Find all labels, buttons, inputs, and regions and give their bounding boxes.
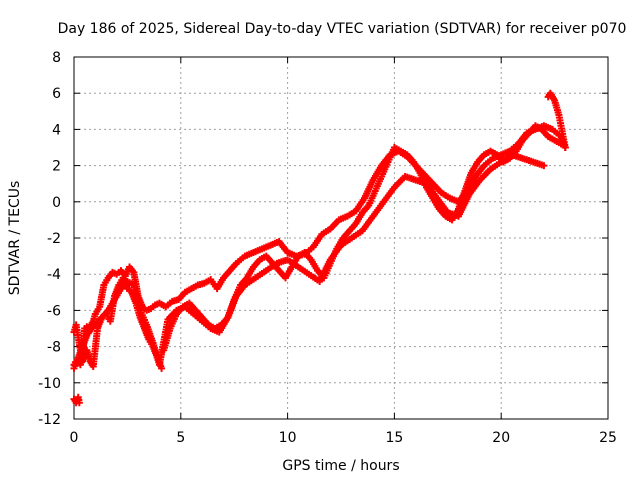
x-axis-label: GPS time / hours (282, 458, 399, 474)
data-point (75, 399, 83, 407)
x-tick-label: 20 (492, 430, 510, 446)
y-tick-label: -4 (47, 267, 61, 283)
data-point (540, 162, 548, 170)
data-point (158, 364, 166, 372)
y-tick-label: 6 (52, 86, 61, 102)
x-tick-label: 25 (599, 430, 617, 446)
chart-title: Day 186 of 2025, Sidereal Day-to-day VTE… (58, 21, 627, 37)
y-tick-label: -10 (38, 376, 61, 392)
x-tick-label: 0 (70, 430, 79, 446)
x-tick-label: 10 (279, 430, 297, 446)
x-tick-label: 15 (385, 430, 403, 446)
x-tick-label: 5 (176, 430, 185, 446)
y-tick-label: 8 (52, 50, 61, 66)
y-tick-label: 0 (52, 195, 61, 211)
y-tick-label: -2 (47, 231, 61, 247)
y-tick-label: -12 (38, 412, 61, 428)
y-axis-label: SDTVAR / TECUs (7, 181, 23, 296)
y-tick-label: 4 (52, 122, 61, 138)
axis-ticks: 0 5 10 15 20 25 -12 -10 -8 -6 -4 -2 0 2 4 6 8 (38, 50, 617, 446)
y-tick-label: 2 (52, 159, 61, 175)
data-point (561, 144, 569, 151)
y-tick-label: -8 (47, 340, 61, 356)
data-points (70, 89, 569, 407)
y-tick-label: -6 (47, 303, 61, 319)
